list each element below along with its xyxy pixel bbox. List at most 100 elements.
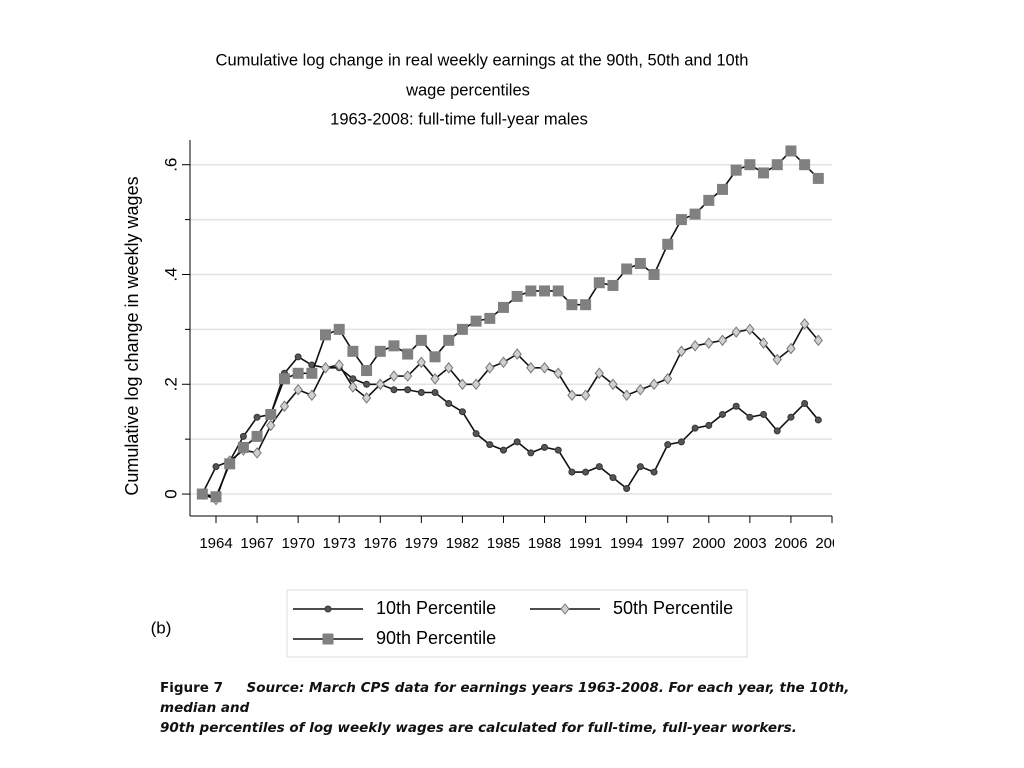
- x-tick-label: 1994: [610, 535, 643, 552]
- point: [716, 183, 728, 195]
- point: [566, 299, 578, 311]
- point: [445, 399, 453, 407]
- point: [636, 463, 644, 471]
- point: [553, 367, 563, 380]
- point: [676, 345, 687, 358]
- point: [278, 373, 290, 385]
- point: [799, 318, 810, 330]
- point: [279, 400, 290, 413]
- point: [497, 301, 509, 313]
- y-axis-label: Cumulative log change in weekly wages: [122, 176, 142, 495]
- point: [703, 194, 715, 206]
- legend-marker: [324, 605, 332, 613]
- point: [390, 386, 398, 394]
- chart-title: wage percentiles: [405, 81, 530, 99]
- x-tick-label: 1964: [199, 535, 232, 552]
- point: [812, 172, 824, 184]
- point: [786, 342, 796, 355]
- series-line: [201, 355, 819, 495]
- point: [212, 463, 220, 471]
- point: [239, 432, 247, 440]
- caption-text: Source: March CPS data for earnings year…: [160, 680, 850, 716]
- point: [415, 334, 427, 346]
- point: [293, 383, 303, 396]
- series-line: [202, 322, 819, 501]
- point: [513, 438, 521, 446]
- point: [634, 258, 646, 270]
- point: [732, 402, 740, 410]
- x-tick-label: 1979: [405, 535, 438, 552]
- point: [539, 361, 550, 374]
- point: [717, 334, 728, 347]
- point: [814, 416, 822, 424]
- point: [691, 424, 699, 432]
- legend-label: 50th Percentile: [613, 598, 733, 618]
- point: [621, 263, 633, 275]
- point: [580, 389, 591, 402]
- point: [635, 383, 645, 396]
- point: [403, 370, 413, 382]
- point: [306, 367, 318, 379]
- point: [609, 474, 617, 482]
- point: [361, 365, 373, 377]
- point: [252, 447, 262, 459]
- point: [498, 356, 509, 369]
- point: [402, 348, 414, 360]
- point: [773, 427, 781, 435]
- point: [677, 438, 685, 446]
- point: [430, 372, 440, 385]
- point: [593, 277, 605, 289]
- point: [374, 345, 386, 357]
- point: [567, 389, 577, 402]
- legend-label: 10th Percentile: [376, 598, 496, 618]
- point: [292, 367, 304, 379]
- point: [580, 299, 592, 311]
- point: [622, 389, 632, 402]
- x-tick-label: 2009: [815, 535, 848, 552]
- point: [404, 386, 412, 394]
- point: [525, 285, 537, 297]
- point: [443, 334, 455, 346]
- point: [539, 285, 551, 297]
- point: [457, 378, 468, 391]
- point: [347, 345, 359, 357]
- point: [333, 323, 345, 335]
- point: [471, 378, 481, 391]
- point: [568, 468, 576, 476]
- caption-label: Figure 7: [160, 680, 224, 696]
- point: [718, 410, 726, 418]
- point: [526, 361, 536, 374]
- point: [552, 285, 564, 297]
- y-tick-label: 0: [161, 489, 180, 498]
- point: [485, 361, 495, 374]
- point: [320, 329, 332, 341]
- point: [554, 446, 562, 454]
- point: [801, 399, 809, 407]
- point: [224, 458, 236, 470]
- point: [663, 372, 673, 385]
- panel-label: (b): [151, 618, 172, 637]
- point: [417, 388, 425, 396]
- x-tick-label: 1970: [281, 535, 314, 552]
- y-tick-label: .4: [161, 267, 180, 281]
- point: [444, 361, 454, 374]
- point: [582, 468, 590, 476]
- point: [307, 389, 317, 402]
- point: [704, 337, 714, 349]
- point: [456, 323, 468, 335]
- series-line: [202, 149, 819, 498]
- x-tick-label: 1967: [240, 535, 273, 552]
- chart-subtitle: 1963-2008: full-time full-year males: [330, 110, 588, 128]
- point: [690, 340, 700, 352]
- x-tick-label: 2003: [733, 535, 766, 552]
- x-tick-label: 1976: [364, 535, 397, 552]
- point: [787, 413, 795, 421]
- point: [648, 268, 660, 280]
- point: [294, 353, 302, 361]
- point: [771, 159, 783, 171]
- point: [746, 413, 754, 421]
- point: [499, 446, 507, 454]
- point: [320, 361, 331, 374]
- x-tick-label: 1991: [569, 535, 602, 552]
